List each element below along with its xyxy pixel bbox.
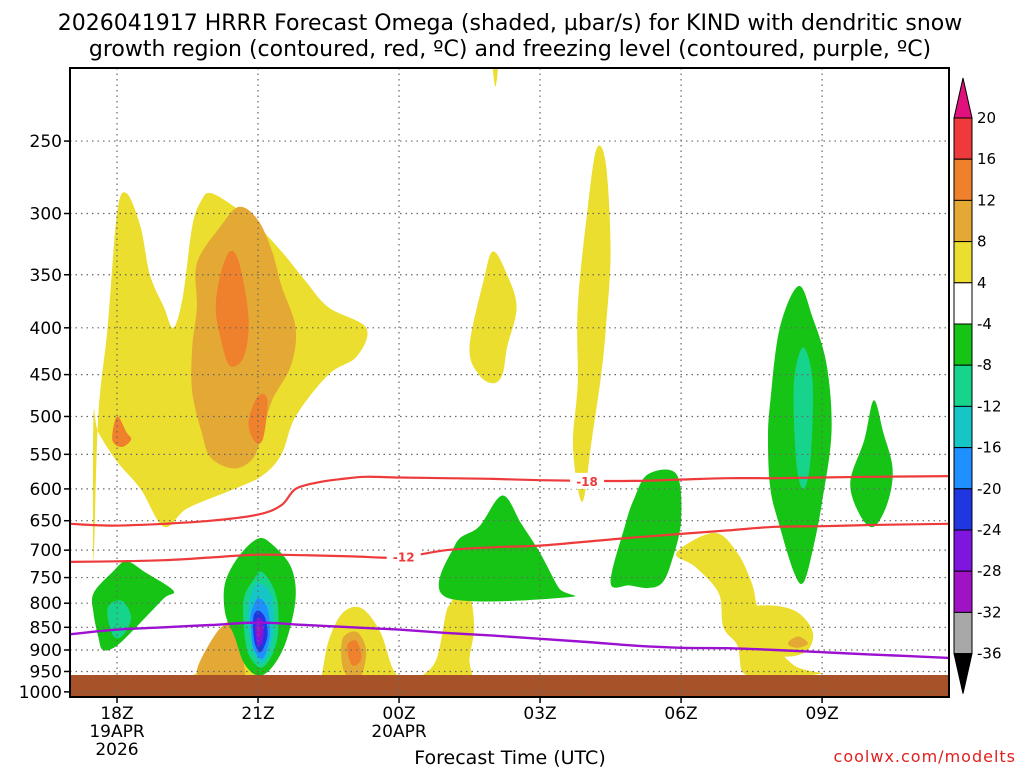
contour-label: -12 — [393, 551, 415, 565]
y-tick-label: 950 — [30, 662, 62, 682]
y-tick-label: 1000 — [19, 683, 62, 703]
y-tick-label: 450 — [30, 366, 62, 386]
grid-layer — [70, 68, 949, 697]
y-tick-label: 650 — [30, 512, 62, 532]
colorbar-swatch — [953, 405, 973, 449]
plot-frame — [69, 67, 950, 698]
omega-region-11 — [572, 145, 611, 502]
y-tick-label: 500 — [30, 407, 62, 427]
chart-title-line1: 2026041917 HRRR Forecast Omega (shaded, … — [58, 11, 963, 36]
omega-region-25 — [438, 495, 576, 602]
y-axis: 250 300 350 400 450 500 550 600 650 700 750 800 850 9… — [19, 132, 70, 703]
colorbar-swatch — [953, 117, 973, 160]
y-tick-label: 550 — [30, 445, 62, 465]
omega-region-5 — [90, 587, 475, 694]
colorbar-label: -20 — [977, 480, 1002, 498]
colorbar-swatch — [953, 529, 973, 572]
omega-region-28 — [793, 347, 814, 489]
dgz-contour--18 — [70, 475, 949, 527]
y-tick-label: 300 — [30, 205, 62, 225]
colorbar-swatch — [953, 199, 973, 243]
colorbar-bottom-arrow — [953, 653, 973, 694]
omega-region-4 — [112, 416, 132, 447]
omega-region-10 — [469, 251, 517, 384]
colorbar-swatch — [953, 241, 973, 284]
colorbar-label: -36 — [977, 645, 1002, 663]
x-tick-date: 20APR — [371, 722, 427, 742]
x-tick-label: 03Z — [523, 704, 556, 724]
colorbar-swatch — [953, 158, 973, 201]
x-tick-label: 00Z — [382, 704, 415, 724]
y-tick-label: 750 — [30, 569, 62, 589]
colorbar-label: 16 — [977, 150, 996, 168]
x-tick-year: 2026 — [95, 740, 138, 760]
colorbar-swatch — [953, 323, 973, 366]
omega-region-6 — [196, 624, 246, 682]
colorbar-label: -32 — [977, 603, 1002, 621]
omega-region-14 — [788, 636, 808, 648]
ground-surface — [70, 675, 949, 697]
y-tick-label: 600 — [30, 480, 62, 500]
omega-region-12 — [675, 532, 824, 677]
y-tick-label: 700 — [30, 541, 62, 561]
contour-label-bg — [570, 472, 605, 489]
omega-region-26 — [610, 469, 682, 589]
omega-region-9 — [347, 640, 362, 666]
x-tick-label: 06Z — [664, 704, 697, 724]
colorbar-label: 8 — [977, 233, 987, 251]
colorbar-label: -12 — [977, 397, 1002, 415]
y-tick-label: 900 — [30, 641, 62, 661]
contour-label: -18 — [576, 475, 598, 489]
x-tick-date: 19APR — [89, 722, 145, 742]
colorbar-label: -28 — [977, 562, 1002, 580]
omega-region-3 — [248, 394, 268, 444]
omega-region-29 — [850, 400, 893, 528]
y-tick-label: 350 — [30, 266, 62, 286]
colorbar-label: 20 — [977, 109, 996, 127]
y-tick-label: 250 — [30, 132, 62, 152]
y-tick-label: 850 — [30, 618, 62, 638]
colorbar-swatch — [953, 447, 973, 490]
chart-title-line2: growth region (contoured, red, ºC) and f… — [89, 37, 931, 62]
colorbar-label: -8 — [977, 356, 992, 374]
omega-region-15 — [492, 68, 498, 87]
omega-region-16 — [91, 561, 175, 651]
colorbar-label: 12 — [977, 191, 996, 209]
colorbar-swatch — [953, 364, 973, 407]
freezing-level-contour — [70, 621, 949, 660]
omega-region-2 — [215, 250, 249, 367]
omega-region-24 — [256, 626, 262, 637]
x-tick-label: 18Z — [100, 704, 133, 724]
colorbar-label: -16 — [977, 439, 1002, 457]
dgz-contour--12 — [70, 522, 949, 563]
y-tick-label: 800 — [30, 594, 62, 614]
colorbar-swatch — [953, 488, 973, 531]
y-tick-label: 400 — [30, 319, 62, 339]
colorbar-label: 4 — [977, 274, 987, 292]
colorbar: 20 16 12 8 4 -4 -8 -12 -16 -20 -24 -28 -32 -36 — [953, 77, 1002, 694]
contour-label-bg — [386, 548, 421, 565]
colorbar-label: -24 — [977, 521, 1002, 539]
credit-text: coolwx.com/modelts — [834, 747, 1016, 766]
colorbar-swatch — [953, 282, 973, 325]
omega-shading-layer — [90, 68, 893, 694]
x-tick-label: 09Z — [805, 704, 838, 724]
contour-layer: -18 -12 — [70, 472, 949, 660]
x-tick-label: 21Z — [241, 704, 274, 724]
colorbar-top-arrow — [953, 77, 973, 119]
x-axis-label: Forecast Time (UTC) — [414, 747, 605, 768]
colorbar-swatch — [953, 611, 973, 655]
colorbar-swatch — [953, 570, 973, 613]
colorbar-label: -4 — [977, 315, 992, 333]
